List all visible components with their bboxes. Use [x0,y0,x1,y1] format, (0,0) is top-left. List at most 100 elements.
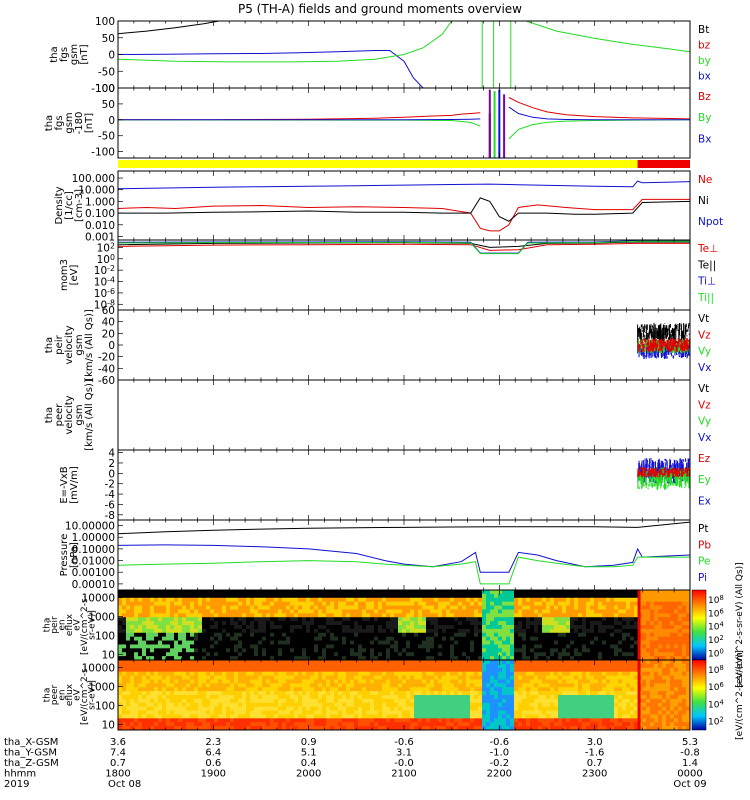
heatmap-cell [162,660,167,665]
heatmap-cell [414,621,419,626]
heatmap-cell [238,710,243,715]
heatmap-cell [234,710,239,715]
heatmap-cell [558,597,563,603]
heatmap-cell [282,675,287,680]
heatmap-cell [274,656,279,660]
heatmap-cell [342,636,347,641]
heatmap-cell [542,636,547,641]
heatmap-cell [190,593,195,599]
heatmap-cell [290,605,295,610]
colorbar-label: [eV/(cm^2-s-sr-eV) (All Qs)] [735,562,745,687]
heatmap-cell [234,617,239,622]
heatmap-cell [210,613,215,618]
heatmap-cell [342,695,347,700]
heatmap-cell [634,636,639,641]
heatmap-cell [498,621,503,626]
heatmap-cell [618,640,623,645]
heatmap-cell [202,601,207,606]
heatmap-cell [358,617,363,622]
heatmap-cell [634,609,639,614]
heatmap-cell [210,617,215,622]
heatmap-cell [202,667,207,673]
heatmap-cell [274,621,279,626]
heatmap-cell [142,593,147,599]
heatmap-cell [370,667,375,673]
heatmap-cell [118,644,123,649]
heatmap-cell [170,718,175,723]
heatmap-cell [374,714,379,719]
heatmap-cell [334,683,339,688]
heatmap-cell [262,648,267,653]
heatmap-cell [186,710,191,715]
heatmap-cell [370,632,375,638]
heatmap-cell [190,597,195,603]
heatmap-cell [478,609,483,614]
heatmap-cell [134,625,139,630]
heatmap-cell [282,722,287,727]
heatmap-cell [386,718,391,723]
heatmap-cell [506,621,511,626]
heatmap-cell [674,605,679,610]
heatmap-cell [130,675,135,680]
heatmap-cell [154,593,159,599]
heatmap-cell [290,625,295,630]
heatmap-cell [522,644,527,649]
heatmap-cell [270,710,275,715]
heatmap-cell [682,640,687,645]
heatmap-cell [438,605,443,610]
heatmap-cell [174,702,179,708]
heatmap-cell [262,679,267,684]
heatmap-cell [234,636,239,641]
heatmap-cell [150,613,155,618]
heatmap-cell [182,632,187,638]
heatmap-cell [354,702,359,708]
y-tick-label: 0.010 [85,220,115,232]
y-tick-label: -8 [105,510,115,522]
heatmap-cell [426,597,431,603]
heatmap-cell [550,625,555,630]
heatmap-cell [150,663,155,669]
heatmap-cell [262,718,267,723]
heatmap-cell [354,687,359,692]
heatmap-cell [566,609,571,614]
heatmap-cell [298,660,303,665]
heatmap-cell [218,722,223,727]
heatmap-cell [338,718,343,723]
heatmap-cell [198,644,203,649]
heatmap-cell [290,679,295,684]
heatmap-cell [434,605,439,610]
heatmap-cell [386,714,391,719]
heatmap-cell [350,632,355,638]
heatmap-cell [162,679,167,684]
heatmap-cell [290,597,295,603]
heatmap-cell [474,601,479,606]
heatmap-cell [454,679,459,684]
heatmap-cell [330,687,335,692]
heatmap-cell [270,663,275,669]
heatmap-cell [182,597,187,603]
heatmap-cell [418,605,423,610]
heatmap-cell [486,640,491,645]
heatmap-cell [306,687,311,692]
heatmap-cell [462,605,467,610]
heatmap-cell [502,609,507,614]
heatmap-cell [662,613,667,618]
heatmap-cell [566,644,571,649]
heatmap-cell [302,695,307,700]
heatmap-cell [326,683,331,688]
heatmap-cell [530,601,535,606]
heatmap-cell [370,722,375,727]
heatmap-cell [282,718,287,723]
heatmap-cell [138,636,143,641]
heatmap-cell [538,593,543,599]
heatmap-cell [398,660,403,665]
heatmap-cell [182,710,187,715]
heatmap-cell [510,590,515,595]
heatmap-cell [662,590,667,595]
heatmap-cell [630,640,635,645]
heatmap-cell [438,656,443,660]
heatmap-cell [498,656,503,660]
heatmap-cell [618,636,623,641]
heatmap-cell [206,613,211,618]
heatmap-cell [434,652,439,657]
